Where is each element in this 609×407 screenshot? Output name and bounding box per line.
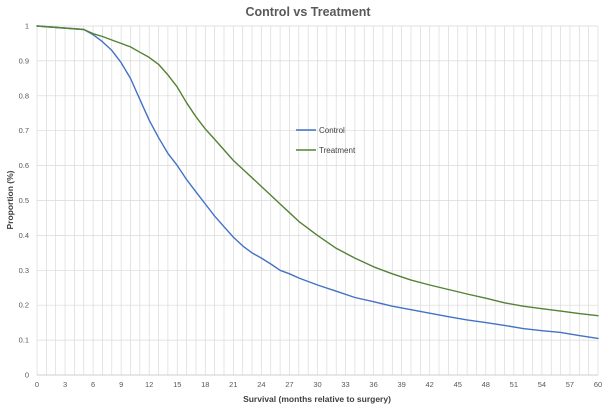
x-tick-label: 39 — [397, 380, 405, 389]
series-line-treatment — [36, 25, 599, 317]
x-tick-label: 30 — [313, 380, 321, 389]
tick-labels: 00.10.20.30.40.50.60.70.80.910 3 6 9 12 15 18 2… — [19, 22, 603, 390]
x-tick-label: 18 — [201, 380, 209, 389]
y-axis-title: Proportion (%) — [5, 170, 15, 229]
x-tick-label: 24 — [257, 380, 265, 389]
x-tick-label: 15 — [173, 380, 181, 389]
y-tick-label: 0.7 — [19, 126, 29, 135]
x-tick-label: 33 — [341, 380, 349, 389]
series-line-control — [36, 25, 599, 340]
y-tick-label: 0.8 — [19, 91, 29, 100]
x-tick-label: 12 — [145, 380, 153, 389]
x-tick-label: 21 — [229, 380, 237, 389]
x-tick-label: 60 — [594, 380, 602, 389]
x-tick-label: 54 — [538, 380, 546, 389]
x-tick-label: 3 — [63, 380, 67, 389]
x-tick-label: 51 — [510, 380, 518, 389]
y-tick-label: 0.6 — [19, 161, 29, 170]
chart-title: Control vs Treatment — [245, 5, 371, 19]
legend: Control Treatment — [296, 126, 356, 155]
y-tick-label: 0.3 — [19, 266, 29, 275]
x-tick-label: 36 — [369, 380, 377, 389]
y-tick-label: 0.4 — [19, 231, 29, 240]
y-tick-label: 0.1 — [19, 336, 29, 345]
x-tick-label: 27 — [285, 380, 293, 389]
x-tick-label: 42 — [426, 380, 434, 389]
y-tick-label: 0.5 — [19, 196, 29, 205]
x-axis-title: Survival (months relative to surgery) — [243, 394, 391, 404]
x-tick-label: 45 — [454, 380, 462, 389]
y-tick-label: 0.2 — [19, 301, 29, 310]
y-tick-label: 0.9 — [19, 56, 29, 65]
x-tick-label: 57 — [566, 380, 574, 389]
x-tick-label: 6 — [91, 380, 95, 389]
x-tick-label: 9 — [119, 380, 123, 389]
legend-label-control: Control — [319, 126, 345, 135]
legend-label-treatment: Treatment — [319, 146, 356, 155]
gridlines — [36, 25, 599, 375]
y-tick-label: 1 — [25, 22, 29, 31]
x-tick-label: 48 — [482, 380, 490, 389]
series-lines — [36, 25, 599, 340]
x-tick-label: 0 — [35, 380, 39, 389]
y-tick-label: 0 — [25, 371, 29, 380]
